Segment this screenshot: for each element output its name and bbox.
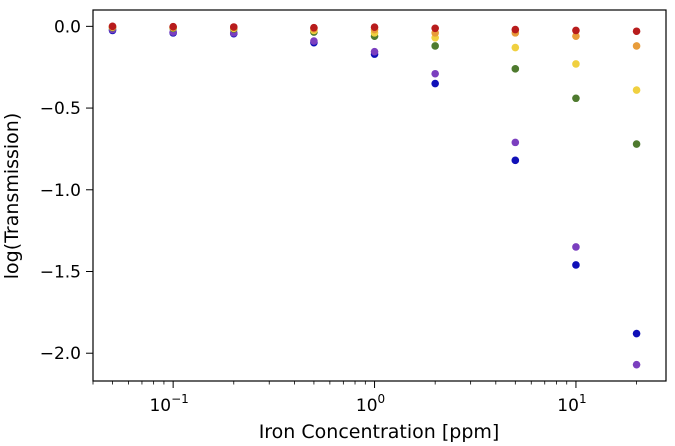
y-axis-label: log(Transmission) (1, 113, 23, 280)
data-point (632, 140, 641, 148)
x-axis-label: Iron Concentration [ppm] (259, 421, 500, 442)
y-tick-label: −1.5 (40, 262, 81, 282)
data-point (632, 360, 641, 369)
data-point (511, 65, 520, 73)
data-point (572, 26, 580, 35)
data-point (632, 329, 641, 338)
y-axis-ticks: 0.0 −0.5 −1.0 −1.5 −2.0 (40, 17, 93, 364)
x-tick-label: 100 (356, 392, 385, 416)
x-tick-label: 101 (557, 392, 586, 416)
data-point (169, 22, 177, 31)
x-tick-label: 10−1 (149, 392, 188, 416)
data-point (108, 22, 117, 31)
y-tick-label: −2.0 (40, 344, 81, 364)
data-point (632, 27, 641, 36)
series-1 (108, 26, 641, 338)
data-point (310, 37, 318, 45)
data-point (370, 23, 379, 31)
data-points (108, 22, 641, 369)
data-point (572, 94, 580, 103)
series-3 (108, 23, 641, 148)
series-4 (108, 23, 641, 94)
data-point (431, 69, 439, 78)
data-point (572, 243, 580, 251)
series-2 (108, 25, 641, 369)
y-tick-label: −1.0 (40, 181, 81, 201)
data-point (431, 42, 439, 50)
data-point (511, 25, 520, 34)
data-point (229, 23, 238, 31)
data-point (511, 156, 520, 165)
data-point (310, 23, 318, 32)
data-point (572, 32, 580, 40)
data-point (572, 60, 580, 68)
data-point (431, 24, 439, 33)
x-axis-ticks: 10−1 100 101 (149, 381, 587, 416)
data-point (431, 79, 439, 88)
data-point (511, 43, 520, 52)
plot-frame (92, 9, 667, 382)
data-point (632, 42, 641, 50)
series-6 (108, 22, 641, 36)
data-point (370, 47, 379, 56)
y-tick-label: 0.0 (54, 17, 81, 37)
data-point (572, 261, 580, 269)
data-point (632, 86, 641, 94)
y-tick-label: −0.5 (40, 99, 81, 119)
data-point (511, 138, 520, 147)
